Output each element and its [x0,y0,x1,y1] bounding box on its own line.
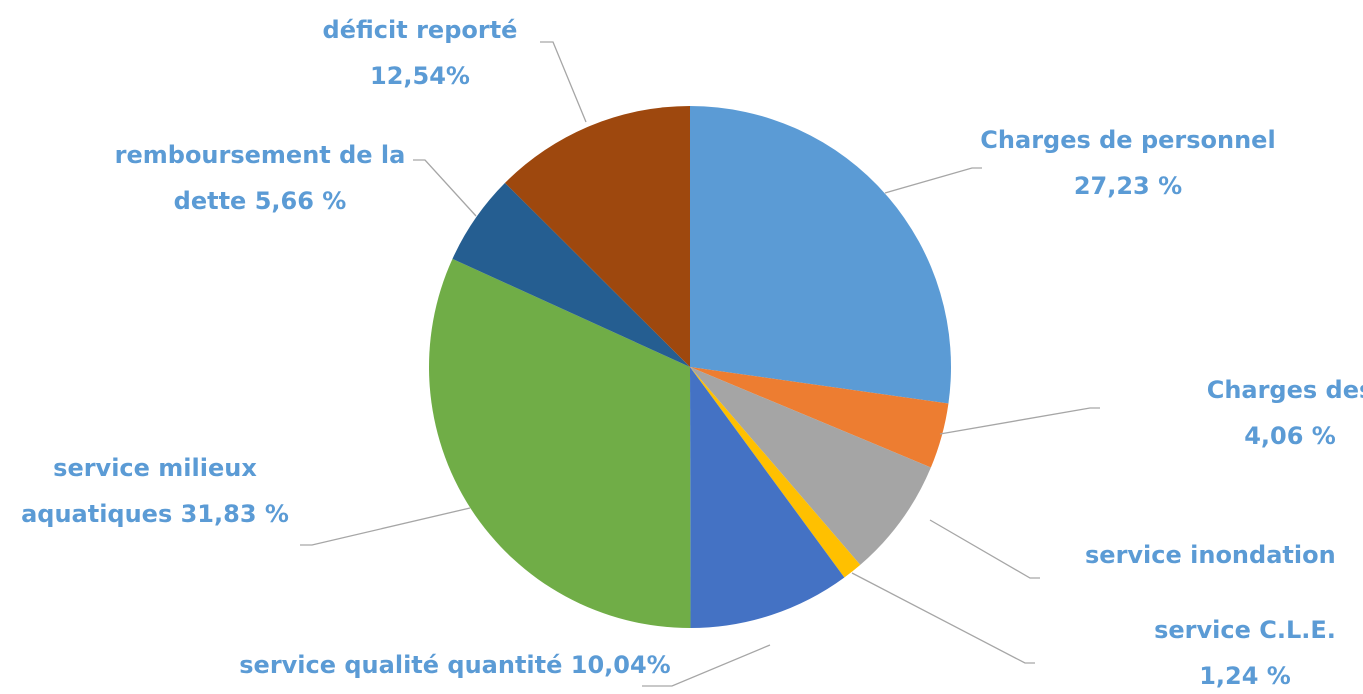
value-label: 27,23 % [1073,172,1183,200]
data-label: remboursement de la dette 5,66 % [105,132,415,224]
leader-line [929,519,1040,579]
value-label: 4,06 % [1244,422,1336,450]
category-label: Charges des [1206,376,1363,404]
leader-line [884,167,982,194]
leader-line [939,407,1100,435]
leader-line [300,507,471,546]
data-label: service qualité quantité 10,04% [200,642,710,688]
leader-line [642,644,771,687]
leader-line [851,572,1035,664]
value-label: 1,24 % [1199,662,1291,690]
category-label: service milieux aquatiques [21,454,257,528]
value-label: 10,04% [570,651,671,679]
pie-slice [690,106,951,404]
category-label: remboursement de la dette [114,141,406,215]
pie-slice [690,367,931,565]
value-label: 5,66 % [254,187,347,215]
value-label: 31,83 % [180,500,289,528]
pie-slice [690,367,845,628]
category-label: Charges de personnel [980,126,1276,154]
data-label: Charges de personnel 27,23 % [978,117,1278,209]
data-label: service milieux aquatiques 31,83 % [0,445,310,537]
data-label: service inondation [1085,532,1363,578]
pie-slice [690,367,861,578]
data-label: service C.L.E. 1,24 % [1145,607,1345,694]
category-label: déficit reporté [322,16,518,44]
pie-slice [429,258,691,628]
category-label: service qualité quantité [239,651,563,679]
category-label: service inondation [1085,541,1336,569]
leader-line [540,41,587,123]
category-label: service C.L.E. [1154,616,1336,644]
pie-slice [504,106,690,367]
data-label: déficit reporté 12,54% [290,7,550,99]
data-label: Charges des 4,06 % [1180,367,1363,459]
pie-slice [690,367,949,468]
leader-line [413,159,477,217]
pie-slice [452,182,690,367]
value-label: 12,54% [370,62,470,90]
pie [429,106,951,628]
